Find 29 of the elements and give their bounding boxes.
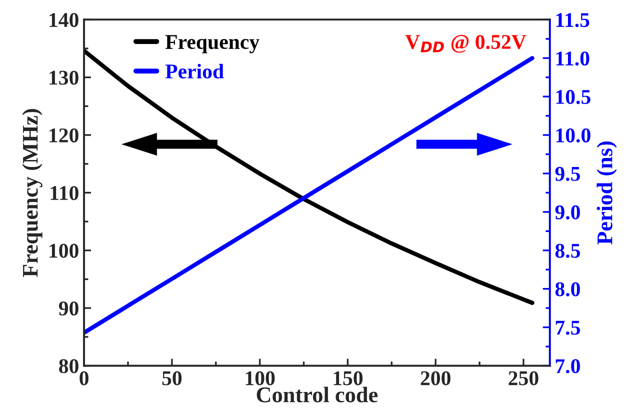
y-tick-label: 140	[50, 13, 78, 28]
y2-tick-label: 10.5	[556, 90, 590, 104]
y2-tick-label: 7.0	[556, 359, 580, 374]
y2-tick-label: 11.5	[556, 13, 590, 28]
y-tick-label: 100	[50, 244, 78, 258]
x-tick-label: 50	[162, 371, 182, 386]
y-tick-label: 80	[59, 359, 78, 374]
x-tick-label: 0	[80, 371, 88, 386]
y2-tick-label: 11.0	[556, 51, 590, 66]
y-tick-label: 120	[50, 128, 78, 142]
y2-tick-label: 9.0	[555, 205, 580, 220]
y2-tick-label: 7.5	[556, 320, 580, 335]
x-tick-label: 250	[508, 371, 538, 386]
x-tick-label: 200	[420, 371, 450, 386]
y2-tick-label: 8.0	[555, 282, 580, 296]
x-tick-label: 100	[246, 371, 275, 386]
y2-axis-title: Period (ns)	[596, 142, 617, 244]
x-axis-title: Control code	[256, 386, 378, 402]
legend-label: Frequency	[165, 35, 260, 54]
annotation: V$_{DD}$ @ 0.52V	[405, 34, 526, 53]
y-tick-label: 110	[50, 186, 78, 200]
y-tick-label: 90	[58, 301, 78, 316]
legend-label: Period	[165, 64, 224, 79]
x-tick-label: 150	[334, 371, 363, 386]
y2-tick-label: 8.5	[555, 244, 580, 258]
y-axis-title: Frequency (MHz)	[22, 109, 42, 277]
y2-tick-label: 9.5	[555, 166, 580, 181]
y-tick-label: 130	[50, 70, 78, 85]
y2-tick-label: 10.0	[556, 128, 590, 143]
